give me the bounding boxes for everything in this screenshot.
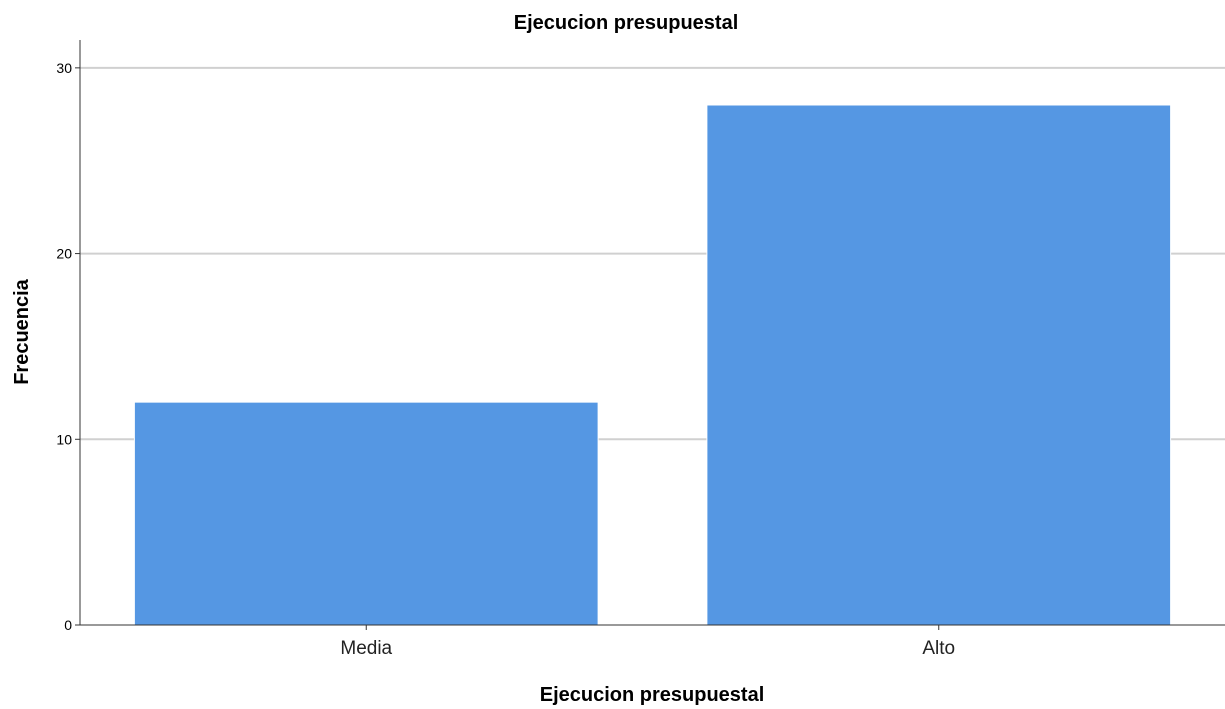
bar-media (133, 401, 599, 626)
y-tick-label: 10 (56, 431, 72, 447)
y-tick-labels: 0 10 20 30 (56, 60, 80, 633)
y-tick-label: 20 (56, 246, 72, 262)
bars (133, 104, 1172, 626)
y-tick-label: 0 (64, 617, 72, 633)
x-tick-labels: Media Alto (340, 625, 955, 659)
y-axis-label: Frecuencia (11, 278, 33, 384)
y-tick-label: 30 (56, 60, 72, 76)
chart-title: Ejecucion presupuestal (514, 12, 739, 34)
x-tick-label-alto: Alto (922, 638, 955, 659)
x-axis-label: Ejecucion presupuestal (540, 684, 765, 706)
bar-alto (706, 104, 1172, 626)
x-tick-label-media: Media (340, 638, 392, 659)
